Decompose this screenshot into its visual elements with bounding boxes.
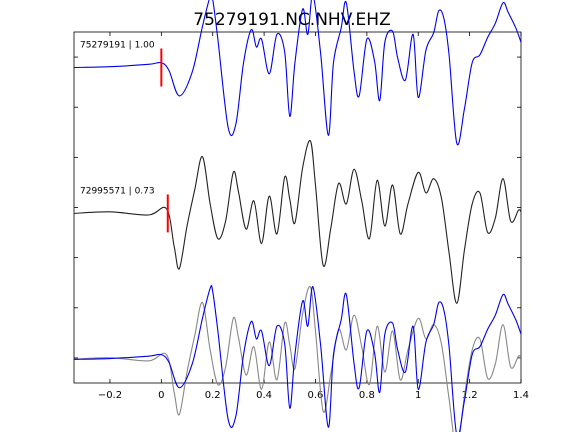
trace-label-panel-1: 75279191 | 1.00 <box>80 40 155 50</box>
x-axis-tick-labels: −0.2 0 0.2 0.4 0.6 0.8 1 1.2 1.4 <box>98 390 529 401</box>
x-tick-label: 0.8 <box>359 390 375 401</box>
x-tick-label: 1.2 <box>462 390 478 401</box>
x-tick-label: 0.2 <box>205 390 221 401</box>
trace-lines <box>73 0 522 432</box>
x-tick-label: 1 <box>415 390 421 401</box>
x-tick-label: 0 <box>158 390 164 401</box>
trace-label-panel-2: 72995571 | 0.73 <box>80 186 155 196</box>
x-tick-label: 0.4 <box>256 390 272 401</box>
x-tick-label: 0.6 <box>308 390 324 401</box>
trace-line-panel-3 <box>73 284 522 432</box>
x-tick-label: −0.2 <box>98 390 122 401</box>
trace-labels: 75279191 | 1.00 72995571 | 0.73 <box>80 40 155 196</box>
pick-markers <box>160 48 169 233</box>
axis-ticks <box>74 32 522 383</box>
chart-title: 75279191.NC.NHV.EHZ <box>193 10 390 30</box>
trace-line-panel-2 <box>73 140 522 304</box>
x-tick-label: 1.4 <box>513 390 529 401</box>
trace-line-panel-1 <box>73 0 522 146</box>
